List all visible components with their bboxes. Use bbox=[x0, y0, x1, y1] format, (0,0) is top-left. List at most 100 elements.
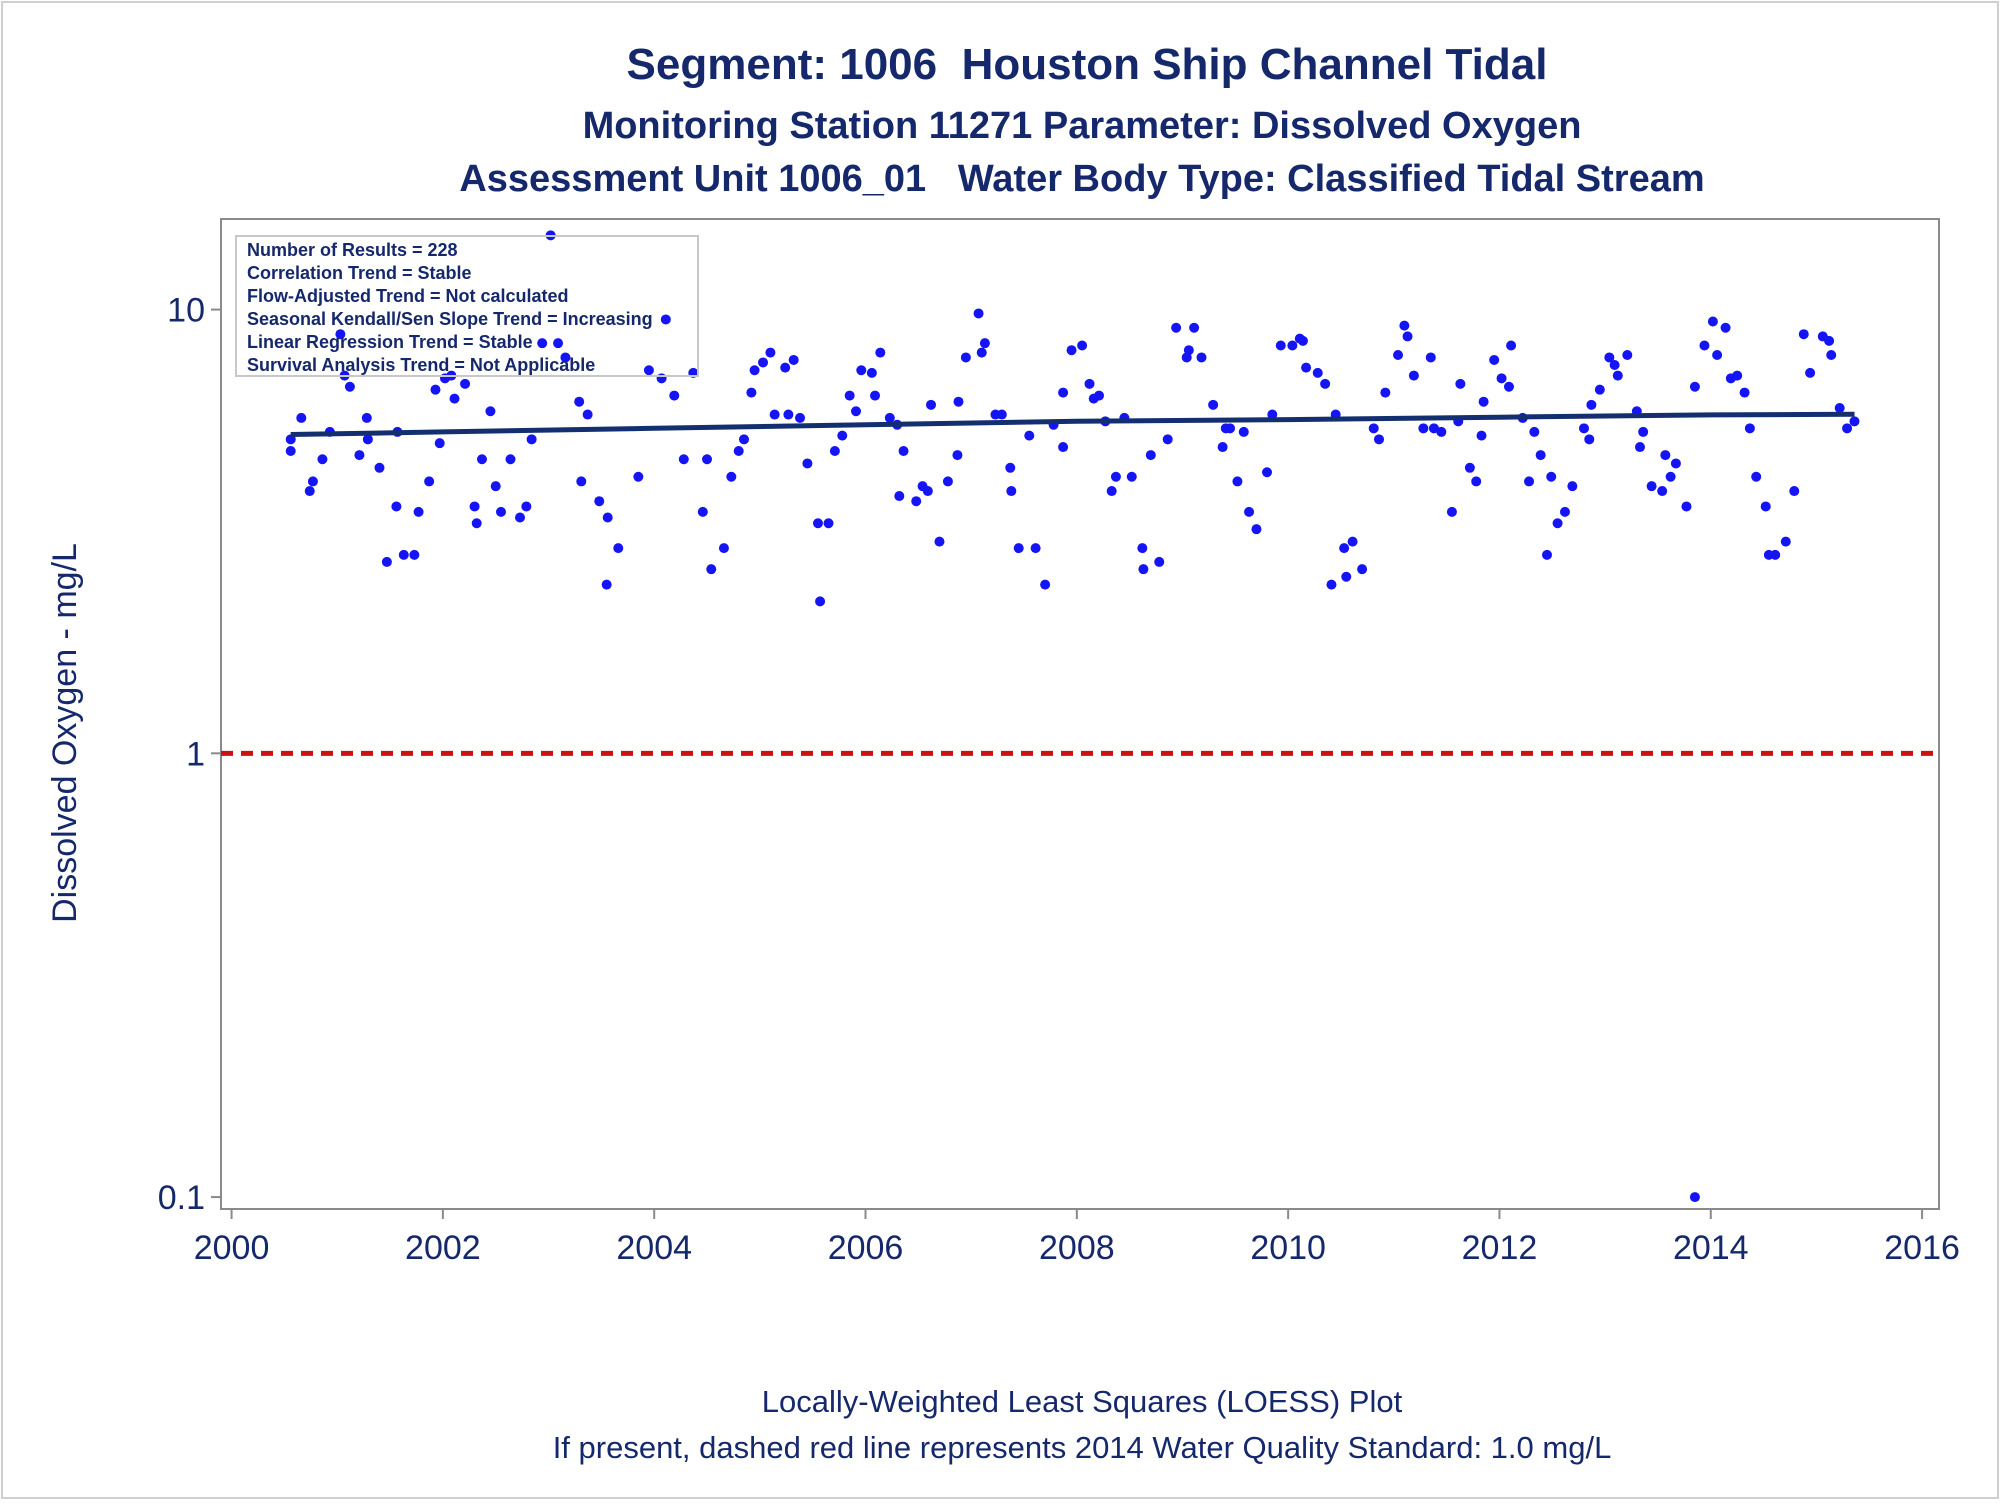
data-point bbox=[413, 506, 424, 517]
data-point bbox=[837, 430, 848, 441]
data-point bbox=[1567, 481, 1578, 492]
data-point bbox=[1402, 331, 1413, 342]
data-point bbox=[953, 396, 964, 407]
data-point bbox=[1347, 536, 1358, 547]
data-point bbox=[1339, 543, 1350, 554]
data-point bbox=[1524, 476, 1535, 487]
data-point bbox=[1066, 345, 1077, 356]
data-point bbox=[960, 352, 971, 363]
inset-line: Linear Regression Trend = Stable bbox=[247, 332, 533, 352]
data-point bbox=[996, 409, 1007, 420]
data-point bbox=[471, 518, 482, 529]
data-point bbox=[823, 518, 834, 529]
data-point bbox=[769, 409, 780, 420]
data-point bbox=[1380, 387, 1391, 398]
data-point bbox=[898, 446, 909, 457]
x-tick-label: 2010 bbox=[1250, 1229, 1326, 1267]
data-point bbox=[812, 518, 823, 529]
data-point bbox=[1638, 426, 1649, 437]
data-point bbox=[1225, 423, 1236, 434]
data-point bbox=[758, 357, 769, 368]
data-point bbox=[1535, 450, 1546, 461]
data-point bbox=[1634, 442, 1645, 453]
data-point bbox=[1720, 322, 1731, 333]
data-point bbox=[430, 384, 441, 395]
data-point bbox=[1826, 350, 1837, 361]
data-point bbox=[1171, 322, 1182, 333]
data-point bbox=[505, 454, 516, 465]
data-point bbox=[844, 390, 855, 401]
data-point bbox=[702, 454, 713, 465]
data-point bbox=[746, 387, 757, 398]
data-point bbox=[1267, 409, 1278, 420]
data-point bbox=[521, 501, 532, 512]
data-point bbox=[1275, 340, 1286, 351]
data-point bbox=[1162, 434, 1173, 445]
data-point bbox=[1506, 340, 1517, 351]
data-point bbox=[1013, 543, 1024, 554]
data-point bbox=[1646, 481, 1657, 492]
data-point bbox=[1106, 486, 1117, 497]
data-point bbox=[285, 446, 296, 457]
data-point bbox=[1546, 471, 1557, 482]
data-point bbox=[1552, 518, 1563, 529]
data-point bbox=[1780, 536, 1791, 547]
data-point bbox=[1040, 579, 1051, 590]
data-point bbox=[574, 396, 585, 407]
data-point bbox=[381, 556, 392, 567]
data-point bbox=[1689, 381, 1700, 392]
data-point bbox=[582, 409, 593, 420]
data-point bbox=[344, 381, 355, 392]
data-point bbox=[718, 543, 729, 554]
footnote: Locally-Weighted Least Squares (LOESS) P… bbox=[762, 1384, 1403, 1419]
data-point bbox=[1657, 486, 1668, 497]
data-point bbox=[1238, 426, 1249, 437]
inset-line: Correlation Trend = Stable bbox=[247, 263, 472, 283]
data-point bbox=[1604, 352, 1615, 363]
data-point bbox=[815, 596, 826, 607]
data-point bbox=[495, 506, 506, 517]
data-point bbox=[317, 454, 328, 465]
data-point bbox=[952, 450, 963, 461]
data-point bbox=[374, 462, 385, 473]
data-point bbox=[1196, 352, 1207, 363]
data-point bbox=[1189, 322, 1200, 333]
data-point bbox=[1834, 403, 1845, 414]
data-point bbox=[1341, 571, 1352, 582]
data-point bbox=[1789, 486, 1800, 497]
data-point bbox=[749, 365, 760, 376]
data-point bbox=[1251, 524, 1262, 535]
data-point bbox=[296, 412, 307, 423]
data-point bbox=[1699, 340, 1710, 351]
data-point bbox=[1393, 350, 1404, 361]
data-point bbox=[875, 347, 886, 358]
data-point bbox=[1798, 329, 1809, 340]
data-point bbox=[335, 329, 346, 340]
data-point bbox=[669, 390, 680, 401]
data-point bbox=[1578, 423, 1589, 434]
data-point bbox=[788, 354, 799, 365]
data-point bbox=[926, 399, 937, 410]
data-point bbox=[553, 338, 564, 349]
data-point bbox=[1744, 423, 1755, 434]
data-point bbox=[1542, 549, 1553, 560]
data-point bbox=[1476, 430, 1487, 441]
data-point bbox=[697, 506, 708, 517]
data-point bbox=[1126, 471, 1137, 482]
data-point bbox=[361, 412, 372, 423]
data-point bbox=[1751, 471, 1762, 482]
data-point bbox=[391, 501, 402, 512]
data-point bbox=[602, 512, 613, 523]
data-point bbox=[1183, 345, 1194, 356]
data-point bbox=[1770, 549, 1781, 560]
data-point bbox=[1312, 367, 1323, 378]
data-point bbox=[490, 481, 501, 492]
data-point bbox=[643, 365, 654, 376]
data-point bbox=[1464, 462, 1475, 473]
data-point bbox=[870, 390, 881, 401]
data-point bbox=[409, 549, 420, 560]
x-tick-label: 2008 bbox=[1039, 1229, 1115, 1267]
